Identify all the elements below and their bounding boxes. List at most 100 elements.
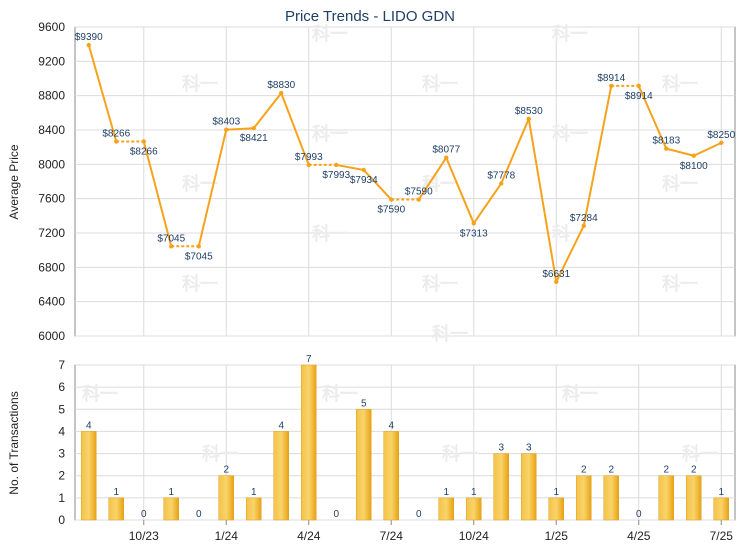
price-plot-frame xyxy=(74,26,736,337)
price-line-segment xyxy=(472,182,503,224)
price-point xyxy=(306,162,311,168)
price-line-segment xyxy=(363,169,392,201)
price-data-label: $8830 xyxy=(267,80,295,91)
transaction-bar-label: 0 xyxy=(416,509,422,520)
transaction-bar xyxy=(658,475,674,521)
price-point xyxy=(691,153,696,158)
price-data-label: $7778 xyxy=(487,170,515,181)
price-tick-label: 7200 xyxy=(38,226,65,240)
price-data-label: $7045 xyxy=(185,251,213,262)
price-point xyxy=(499,181,504,186)
transaction-bar xyxy=(713,497,729,521)
watermark-text: 科一 xyxy=(552,23,588,44)
transactions-tick-label: 7 xyxy=(58,358,65,372)
transaction-bar xyxy=(163,497,179,521)
price-point xyxy=(416,197,421,202)
price-line-segment xyxy=(555,225,585,283)
transaction-bar-label: 0 xyxy=(636,509,642,520)
transaction-bar-label: 2 xyxy=(223,465,229,476)
watermark-text: 科一 xyxy=(682,443,718,464)
price-data-label: $8183 xyxy=(652,136,680,147)
price-point xyxy=(334,162,339,168)
transaction-bar xyxy=(493,453,509,521)
transaction-bar-label: 4 xyxy=(86,420,92,431)
x-tick-label: 10/24 xyxy=(459,529,489,543)
watermark-text: 科一 xyxy=(662,73,698,94)
price-line-segment xyxy=(142,141,173,247)
price-line-segment xyxy=(527,118,558,283)
watermark-text: 科一 xyxy=(82,383,118,404)
transaction-bar-label: 3 xyxy=(498,443,504,454)
transaction-bar xyxy=(576,475,592,521)
price-point xyxy=(196,244,201,249)
price-line-segment xyxy=(500,118,530,184)
transaction-bar xyxy=(438,497,454,521)
transaction-bar xyxy=(356,409,372,521)
price-data-label: $7993 xyxy=(295,152,323,163)
transactions-tick-label: 0 xyxy=(58,513,65,527)
price-data-label: $8250 xyxy=(707,130,735,141)
transaction-bar-label: 1 xyxy=(113,487,119,498)
watermark-text: 科一 xyxy=(422,73,458,94)
price-point xyxy=(389,197,394,202)
transaction-bar xyxy=(301,364,317,521)
watermark-text: 科一 xyxy=(182,273,218,294)
price-point xyxy=(664,146,669,151)
price-point xyxy=(636,83,641,89)
transaction-bar-label: 1 xyxy=(553,487,559,498)
watermark-text: 科一 xyxy=(312,223,348,244)
transaction-bar xyxy=(521,453,537,521)
price-point xyxy=(581,223,586,228)
price-line-segment xyxy=(582,85,613,226)
watermark-text: 科一 xyxy=(322,383,358,404)
transaction-bar-label: 1 xyxy=(718,487,724,498)
watermark-text: 科一 xyxy=(662,173,698,194)
transaction-bar xyxy=(603,475,619,521)
price-tick-label: 8400 xyxy=(38,123,65,137)
price-line-segment xyxy=(226,127,254,131)
watermark-text: 科一 xyxy=(202,443,238,464)
x-tick-label: 1/25 xyxy=(545,529,569,543)
x-tick-label: 4/25 xyxy=(627,529,651,543)
price-line-segment xyxy=(87,44,118,142)
transaction-bar-label: 2 xyxy=(691,465,697,476)
x-tick-label: 7/25 xyxy=(710,529,734,543)
price-data-label: $8077 xyxy=(432,145,460,156)
price-data-label: $8914 xyxy=(625,91,653,102)
transaction-bar-label: 5 xyxy=(361,398,367,409)
chart-title: Price Trends - LIDO GDN xyxy=(285,8,455,25)
price-point xyxy=(86,42,91,48)
price-point xyxy=(251,125,256,131)
watermark-text: 科一 xyxy=(422,173,458,194)
transaction-bar xyxy=(466,497,482,521)
x-tick-label: 7/24 xyxy=(380,529,404,543)
price-tick-label: 7600 xyxy=(38,192,65,206)
price-tick-label: 9600 xyxy=(38,20,65,34)
transaction-bar xyxy=(273,431,289,521)
transaction-bar xyxy=(246,497,262,521)
transaction-bar-label: 4 xyxy=(388,420,394,431)
price-point xyxy=(526,116,531,122)
watermark-text: 科一 xyxy=(662,273,698,294)
transactions-tick-label: 4 xyxy=(58,424,65,438)
watermark-text: 科一 xyxy=(312,123,348,144)
price-point xyxy=(554,279,559,285)
transaction-bar-label: 3 xyxy=(526,443,532,454)
price-data-label: $8266 xyxy=(130,147,158,158)
price-data-label: $6631 xyxy=(542,269,570,280)
transactions-tick-label: 6 xyxy=(58,380,65,394)
price-data-label: $7284 xyxy=(570,213,598,224)
transactions-tick-label: 1 xyxy=(58,491,65,505)
price-point xyxy=(141,139,146,144)
price-data-label: $9390 xyxy=(75,32,103,43)
price-axis-title: Average Price xyxy=(7,144,21,219)
transaction-bar-label: 1 xyxy=(471,487,477,498)
transaction-bar-label: 2 xyxy=(608,465,614,476)
watermark-text: 科一 xyxy=(432,323,468,344)
price-point xyxy=(169,244,174,249)
transaction-bar-label: 2 xyxy=(663,465,669,476)
transactions-tick-label: 5 xyxy=(58,402,65,416)
watermark-text: 科一 xyxy=(552,223,588,244)
watermark-text: 科一 xyxy=(552,123,588,144)
